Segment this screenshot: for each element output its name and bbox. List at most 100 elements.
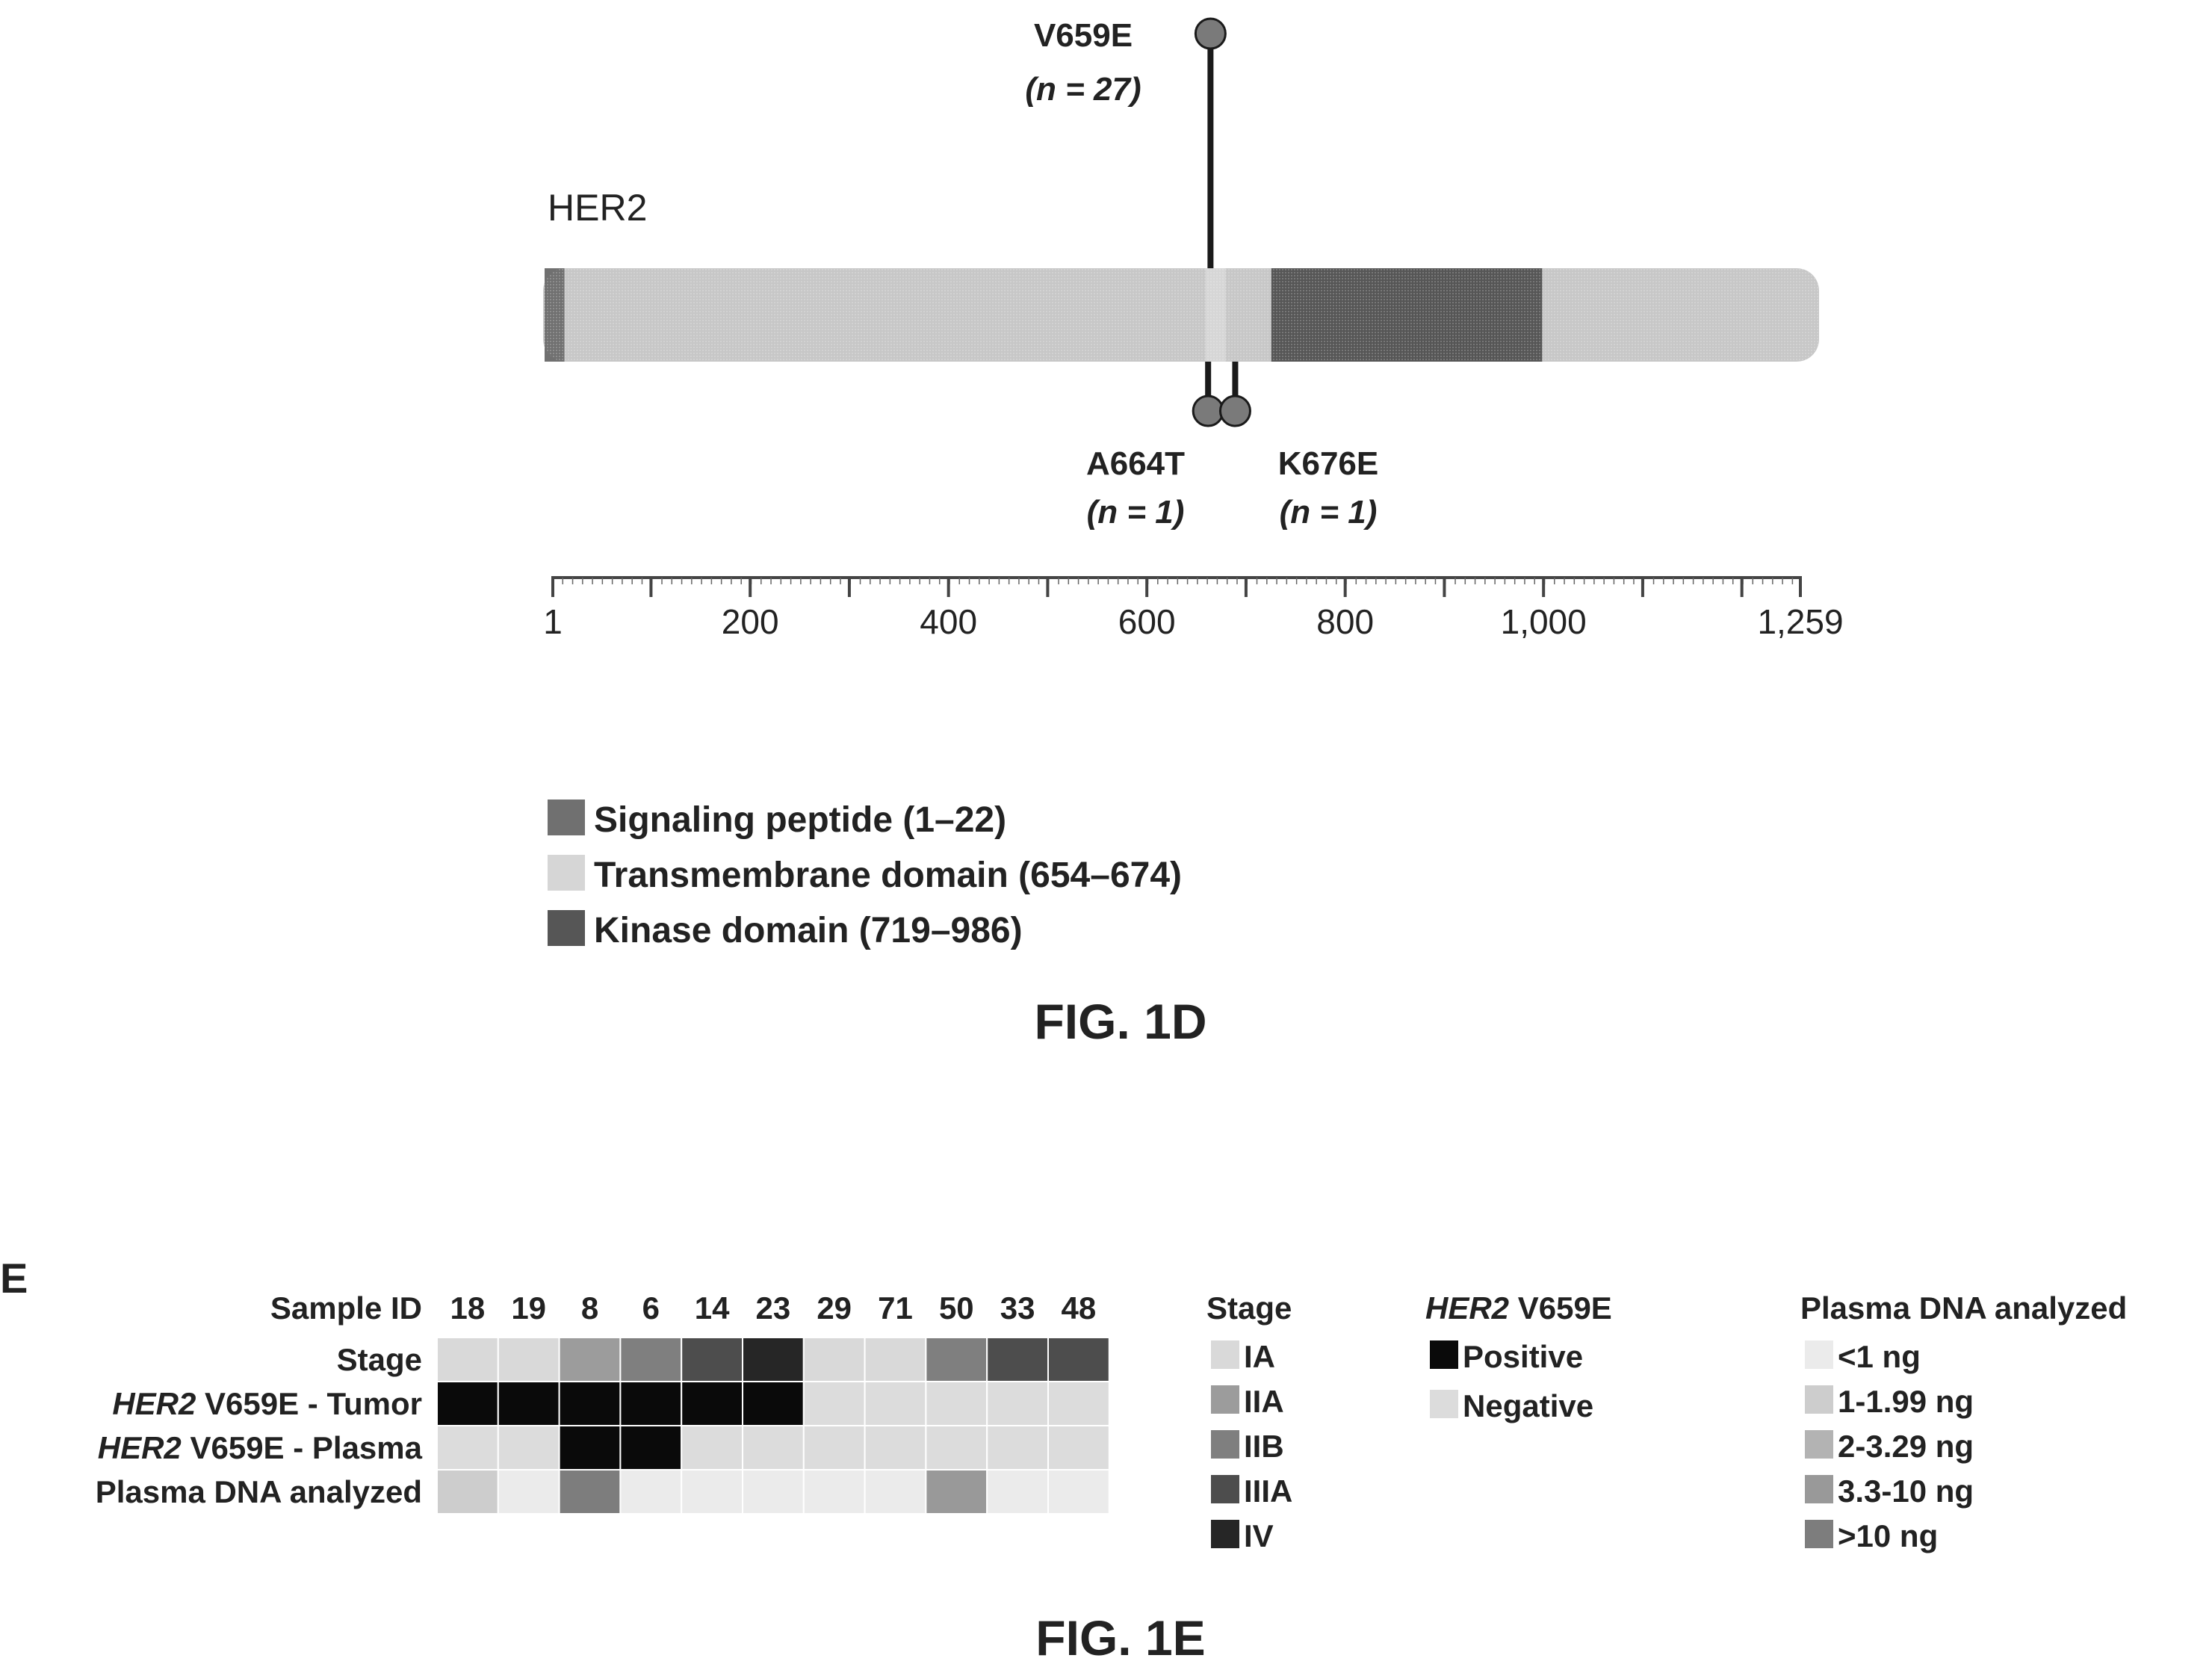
domain-legend: Signaling peptide (1–22) Transmembrane d…	[548, 800, 1182, 950]
mutation-lollipops	[1192, 17, 1251, 427]
stage-legend-label-ia: IA	[1244, 1339, 1275, 1374]
cell-plasma-14	[681, 1425, 744, 1470]
dna-legend-label-1-ng: <1 ng	[1838, 1339, 1921, 1374]
cell-stage-71	[864, 1337, 927, 1382]
dna-legend-swatch-10-ng	[1805, 1520, 1833, 1548]
cell-dna-48	[1047, 1469, 1110, 1515]
cell-plasma-6	[619, 1425, 683, 1470]
head-v659e	[1194, 17, 1227, 50]
cell-plasma-23	[742, 1425, 805, 1470]
panel-letter-e: E	[0, 1255, 28, 1302]
cell-dna-71	[864, 1469, 927, 1515]
fig-1e-heatmap: E Sample ID 18 19 8 6 14 23 29 71 50 33 48 Stage H…	[0, 1255, 2127, 1666]
cell-tumor-71	[864, 1381, 927, 1426]
stage-legend-label-iia: IIA	[1244, 1384, 1284, 1419]
axis-label-800: 800	[1316, 602, 1374, 641]
sample-id-14: 14	[695, 1290, 730, 1326]
fig-1d-lollipop-diagram: HER2 V659E (n = 27) A664T (n = 1) K676E …	[543, 17, 1844, 1049]
cell-plasma-33	[986, 1425, 1049, 1470]
dna-legend-swatch-1-ng	[1805, 1340, 1833, 1369]
legend-plasma-dna: Plasma DNA analyzed <1 ng 1-1.99 ng 2-3.29 …	[1800, 1290, 2127, 1553]
dna-legend-label-10-ng: >10 ng	[1838, 1518, 1938, 1553]
sample-id-header: Sample ID	[270, 1290, 422, 1326]
dna-legend-swatch-2-3-29-ng	[1805, 1430, 1833, 1459]
caption-fig-1e: FIG. 1E	[1035, 1610, 1205, 1666]
stage-legend-swatch-iv	[1211, 1520, 1239, 1548]
cell-tumor-50	[925, 1381, 988, 1426]
mutation-legend-label-positive: Positive	[1463, 1339, 1583, 1374]
legend-label-transmembrane: Transmembrane domain (654–674)	[594, 856, 1182, 895]
cell-tumor-48	[1047, 1381, 1110, 1426]
cell-stage-50	[925, 1337, 988, 1382]
cell-stage-23	[742, 1337, 805, 1382]
cell-dna-18	[436, 1469, 499, 1515]
stage-legend-label-iv: IV	[1244, 1518, 1274, 1553]
axis-label-1000: 1,000	[1501, 602, 1587, 641]
row-label-dna: Plasma DNA analyzed	[96, 1474, 422, 1509]
cell-plasma-18	[436, 1425, 499, 1470]
stage-legend-label-iib: IIB	[1244, 1429, 1284, 1464]
mutation-label-a664t: A664T	[1086, 445, 1185, 482]
protein-label: HER2	[548, 187, 647, 229]
axis-label-600: 600	[1118, 602, 1176, 641]
caption-fig-1d: FIG. 1D	[1034, 994, 1206, 1049]
mutation-count-v659e: (n = 27)	[1025, 71, 1141, 108]
protein-bar-texture	[543, 268, 1819, 362]
cell-tumor-6	[619, 1381, 683, 1426]
stage-legend-label-iiia: IIIA	[1244, 1473, 1292, 1509]
cell-dna-29	[802, 1469, 866, 1515]
sample-id-33: 33	[1000, 1290, 1035, 1326]
dna-legend-swatch-3-3-10-ng	[1805, 1475, 1833, 1503]
row-label-tumor: HER2 V659E - Tumor	[112, 1386, 422, 1421]
cell-dna-50	[925, 1469, 988, 1515]
cell-stage-6	[619, 1337, 683, 1382]
cell-stage-18	[436, 1337, 499, 1382]
cell-dna-33	[986, 1469, 1049, 1515]
axis-label-400: 400	[920, 602, 977, 641]
cell-plasma-48	[1047, 1425, 1110, 1470]
mutation-legend-swatch-positive	[1430, 1340, 1458, 1369]
sample-id-18: 18	[450, 1290, 486, 1326]
cell-tumor-29	[802, 1381, 866, 1426]
cell-dna-6	[619, 1469, 683, 1515]
cell-stage-14	[681, 1337, 744, 1382]
cell-tumor-33	[986, 1381, 1049, 1426]
axis-label-200: 200	[722, 602, 779, 641]
sample-id-8: 8	[581, 1290, 598, 1326]
mutation-count-a664t: (n = 1)	[1087, 494, 1185, 531]
cell-tumor-18	[436, 1381, 499, 1426]
sample-id-29: 29	[817, 1290, 852, 1326]
cell-plasma-29	[802, 1425, 866, 1470]
stage-legend-swatch-ia	[1211, 1340, 1239, 1369]
stage-legend-title: Stage	[1206, 1290, 1292, 1326]
legend-swatch-signaling	[548, 800, 585, 835]
sample-id-48: 48	[1062, 1290, 1097, 1326]
legend-label-signaling: Signaling peptide (1–22)	[594, 800, 1006, 840]
stage-legend-swatch-iiia	[1211, 1475, 1239, 1503]
cell-stage-48	[1047, 1337, 1110, 1382]
cell-dna-19	[497, 1469, 560, 1515]
cell-dna-14	[681, 1469, 744, 1515]
cell-plasma-19	[497, 1425, 560, 1470]
head-k676e	[1218, 395, 1251, 427]
mutation-legend-label-negative: Negative	[1463, 1388, 1593, 1423]
mutation-label-k676e: K676E	[1278, 445, 1379, 482]
sample-id-71: 71	[878, 1290, 913, 1326]
cell-plasma-71	[864, 1425, 927, 1470]
legend-swatch-transmembrane	[548, 855, 585, 891]
mutation-count-k676e: (n = 1)	[1280, 494, 1378, 531]
sample-id-50: 50	[939, 1290, 974, 1326]
cell-stage-29	[802, 1337, 866, 1382]
mutation-legend-swatch-negative	[1430, 1390, 1458, 1418]
heatmap-grid	[436, 1337, 1110, 1515]
legend-stage: Stage IA IIA IIB IIIA IV	[1206, 1290, 1292, 1553]
cell-plasma-50	[925, 1425, 988, 1470]
dna-legend-label-2-3-29-ng: 2-3.29 ng	[1838, 1429, 1974, 1464]
cell-tumor-14	[681, 1381, 744, 1426]
cell-tumor-19	[497, 1381, 560, 1426]
legend-label-kinase: Kinase domain (719–986)	[594, 911, 1023, 950]
cell-stage-19	[497, 1337, 560, 1382]
row-labels: Stage HER2 V659E - Tumor HER2 V659E - Pl…	[96, 1342, 423, 1509]
sample-id-23: 23	[756, 1290, 791, 1326]
